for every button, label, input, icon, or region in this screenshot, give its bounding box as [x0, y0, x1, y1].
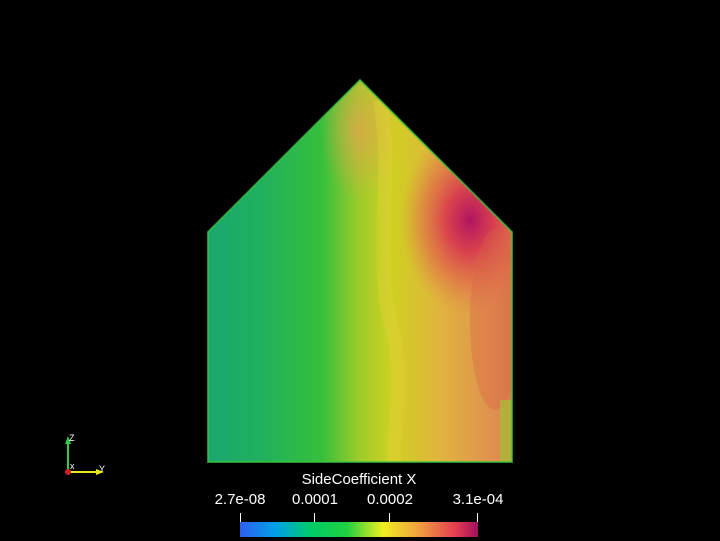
colorbar-tick-mark	[389, 513, 390, 522]
mesh-outline	[207, 78, 513, 463]
mesh-surface[interactable]	[200, 60, 540, 468]
colorbar-tick-label: 0.0001	[292, 491, 338, 508]
colorbar-title: SideCoefficient X	[301, 471, 417, 488]
orientation-axes[interactable]	[65, 436, 104, 475]
colorbar-tick-mark	[240, 513, 241, 522]
colorbar-tick-mark	[477, 513, 478, 522]
y-axis-arrow	[96, 469, 104, 475]
x-axis-dot	[65, 469, 71, 475]
colorbar-tick-label: 2.7e-08	[214, 491, 266, 508]
colorbar-tick-label: 3.1e-04	[452, 491, 504, 508]
colorbar-gradient	[240, 522, 478, 537]
z-axis-arrow	[65, 436, 71, 444]
x-axis-label: x	[70, 461, 75, 471]
z-axis-label: Z	[69, 433, 75, 443]
colorbar-tick-label: 0.0002	[367, 491, 413, 508]
y-axis-label: Y	[99, 464, 106, 474]
colorbar-tick-mark	[314, 513, 315, 522]
